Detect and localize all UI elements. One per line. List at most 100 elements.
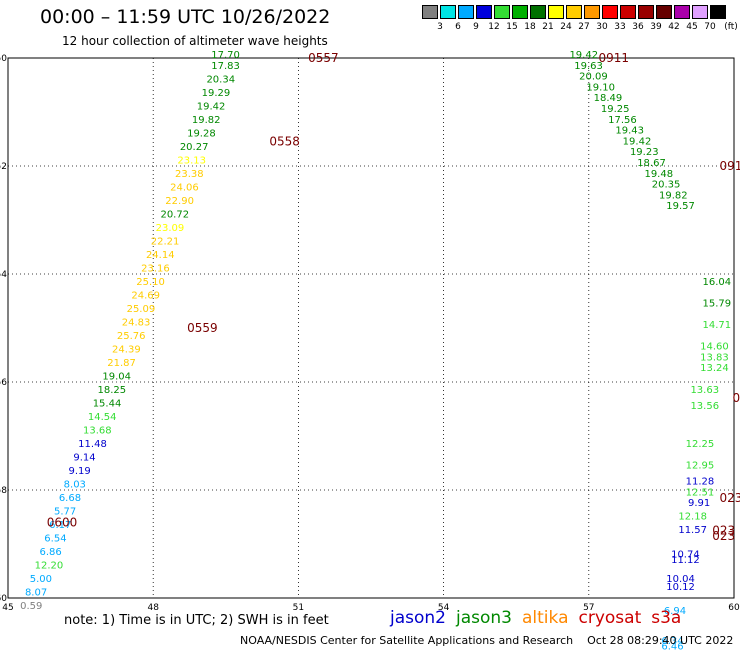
colorbar-label: 15	[506, 22, 518, 32]
y-tick-label: -54	[0, 270, 7, 280]
wave-height-reading: 19.63	[574, 61, 603, 72]
wave-height-reading: 20.72	[160, 209, 189, 220]
colorbar-swatch	[638, 5, 654, 19]
wave-height-reading: 18.67	[637, 158, 666, 169]
colorbar-label: 27	[578, 22, 590, 32]
wave-height-reading: 17.56	[608, 115, 637, 126]
wave-height-reading: 19.04	[102, 371, 131, 382]
wave-height-reading: 12.20	[35, 560, 64, 571]
pass-time-label: 0558	[269, 135, 300, 149]
wave-height-reading: 10.04	[666, 574, 695, 585]
wave-height-reading: 9.19	[69, 466, 91, 477]
wave-height-reading: 18.25	[98, 385, 127, 396]
footnote: note: 1) Time is in UTC; 2) SWH is in fe…	[64, 613, 329, 628]
wave-height-reading: 24.06	[170, 182, 199, 193]
wave-height-reading: 19.82	[659, 190, 688, 201]
wave-height-reading: 5.00	[30, 574, 52, 585]
x-tick-label: 45	[2, 603, 13, 613]
colorbar-label: 21	[542, 22, 554, 32]
wave-height-reading: 5.77	[54, 506, 76, 517]
credit-footer: NOAA/NESDIS Center for Satellite Applica…	[240, 634, 734, 647]
wave-height-reading: 24.69	[131, 290, 160, 301]
colorbar-label: 9	[473, 22, 479, 32]
wave-height-reading: 10.74	[671, 550, 700, 561]
pass-time-label: 0	[733, 391, 740, 405]
colorbar-label: 3	[437, 22, 443, 32]
colorbar-swatch	[422, 5, 438, 19]
colorbar-swatch	[476, 5, 492, 19]
pass-time-label: 023	[712, 524, 735, 538]
wave-height-reading: 19.42	[197, 101, 226, 112]
wave-height-reading: 20.34	[206, 74, 235, 85]
colorbar-label: 70	[704, 22, 716, 32]
wave-height-reading: 13.83	[700, 352, 729, 363]
wave-height-reading: 14.71	[703, 320, 732, 331]
map-border	[7, 57, 735, 599]
wave-height-reading: 19.57	[666, 201, 695, 212]
wave-height-reading: 6.34	[661, 636, 683, 647]
wave-height-reading: 23.09	[156, 223, 185, 234]
wave-height-reading: 22.21	[151, 236, 180, 247]
wave-height-reading: 25.76	[117, 331, 146, 342]
wave-height-reading: 21.87	[107, 358, 136, 369]
colorbar-swatch	[710, 5, 726, 19]
wave-height-reading: 6.54	[44, 533, 66, 544]
wave-height-reading: 19.29	[202, 88, 231, 99]
time-labels: 0557055805590600091109100023023023	[47, 51, 740, 543]
y-tick-label: -56	[0, 378, 7, 388]
colorbar-label: 6	[455, 22, 461, 32]
wave-height-reading: 13.24	[700, 363, 729, 374]
colorbar-swatch	[656, 5, 672, 19]
wave-height-reading: 19.43	[615, 126, 644, 137]
wave-height-reading: 15.79	[703, 298, 732, 309]
colorbar-swatch	[512, 5, 528, 19]
wave-height-reading: 12.95	[686, 460, 715, 471]
wave-height-reading: 18.49	[594, 93, 623, 104]
wave-height-reading: 12.51	[686, 487, 715, 498]
wave-height-reading: 8.07	[25, 587, 47, 598]
y-tick-label: -60	[0, 594, 7, 604]
satellite-legend-item: jason3	[456, 608, 512, 628]
wave-height-reading: 19.48	[644, 169, 673, 180]
colorbar-label: 42	[668, 22, 680, 32]
wave-height-reading: 11.57	[678, 525, 707, 536]
wave-height-reading: 19.25	[601, 104, 630, 115]
wave-height-reading: 13.63	[690, 385, 719, 396]
y-tick-label: -52	[0, 162, 7, 172]
wave-height-reading: 24.83	[122, 317, 151, 328]
wave-height-reading: 12.18	[678, 512, 707, 523]
wave-height-reading: 8.03	[64, 479, 86, 490]
x-tick-label: 57	[583, 603, 594, 613]
wave-height-reading: 6.86	[39, 547, 61, 558]
wave-height-reading: 13.56	[690, 401, 719, 412]
pass-time-label: 0559	[187, 321, 218, 335]
colorbar-swatch	[530, 5, 546, 19]
pass-time-label: 023	[719, 491, 740, 505]
colorbar-swatch	[620, 5, 636, 19]
wave-height-reading: 9.14	[73, 452, 95, 463]
wave-height-reading: 6.94	[664, 606, 686, 617]
colorbar-label: 33	[614, 22, 626, 32]
pass-time-label: 0600	[47, 515, 78, 529]
wave-height-reading: 20.27	[180, 142, 209, 153]
satellite-legend: jason2 jason3 altika cryosat s3a	[390, 608, 691, 628]
wave-height-reading: 19.42	[623, 136, 652, 147]
wave-height-reading: 17.70	[211, 50, 240, 61]
x-tick-label: 60	[728, 603, 740, 613]
wave-height-reading: 6.46	[661, 641, 683, 650]
wave-height-reading: 23.38	[175, 169, 204, 180]
wave-height-reading: 20.09	[579, 72, 608, 83]
pass-time-label: 0557	[308, 51, 339, 65]
pass-time-label: 023	[712, 529, 735, 543]
wave-height-reading: 19.28	[187, 128, 216, 139]
map-title: 00:00 – 11:59 UTC 10/26/2022	[40, 6, 331, 28]
colorbar-swatch	[674, 5, 690, 19]
y-tick-label: -50	[0, 54, 7, 64]
wave-height-reading: 20.35	[652, 180, 681, 191]
wave-height-reading: 16.04	[703, 277, 732, 288]
wave-height-reading: 11.12	[671, 555, 700, 566]
wave-height-reading: 11.48	[78, 439, 107, 450]
colorbar-swatch	[692, 5, 708, 19]
wave-height-reading: 19.42	[569, 50, 598, 61]
colorbar-label: 39	[650, 22, 662, 32]
